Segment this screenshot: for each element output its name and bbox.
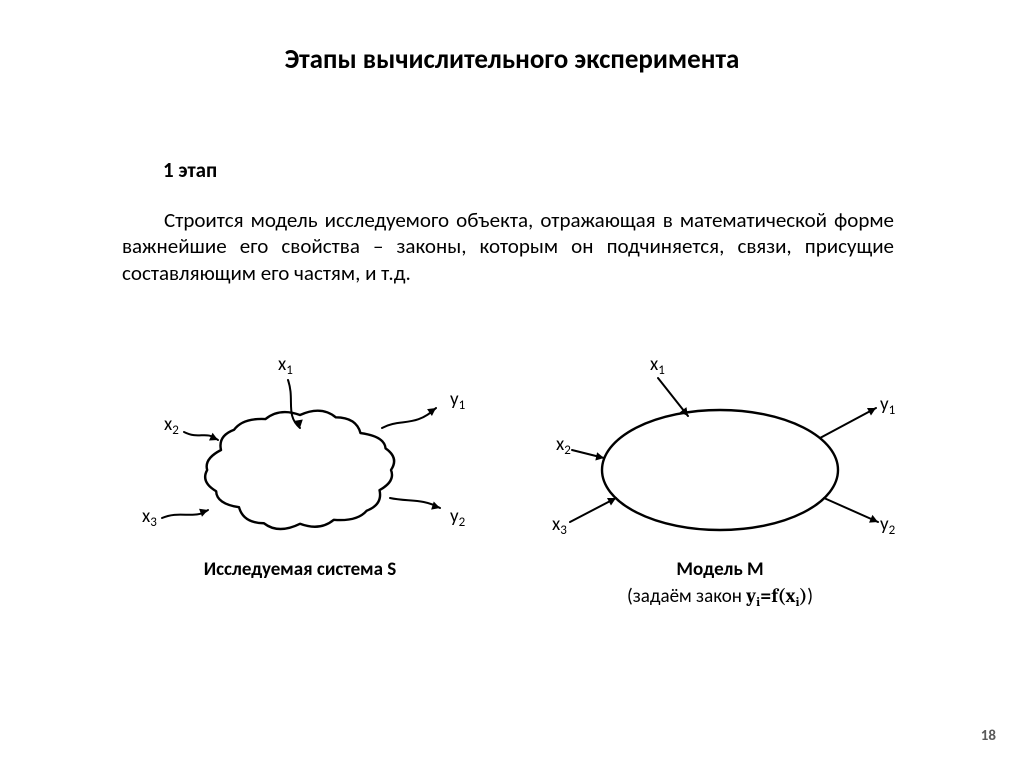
svg-text:y1: y1 [880,393,895,418]
svg-text:y2: y2 [450,505,466,530]
page-title: Этапы вычислительного эксперимента [0,43,1024,76]
svg-text:x1: x1 [278,353,293,378]
page-number: 18 [981,727,996,745]
svg-text:x2: x2 [164,413,179,438]
svg-text:x3: x3 [552,513,567,538]
diagram: x1 x2 x3 y1 y2 x1 x2 x3 y1 y2 Исследуемая система … [100,330,930,660]
svg-text:Исследуемая система S: Исследуемая система S [204,558,397,581]
stage-heading: 1 этап [163,157,217,183]
svg-text:Модель M: Модель M [676,558,763,581]
svg-text:x3: x3 [142,505,157,530]
svg-text:y1: y1 [450,388,465,413]
svg-text:(задаём закон yi=f(xi)): (задаём закон yi=f(xi)) [627,585,813,610]
body-paragraph: Строится модель исследуемого объекта, от… [122,207,894,286]
svg-text:y2: y2 [880,513,896,538]
svg-text:x1: x1 [650,353,665,378]
svg-text:x2: x2 [556,433,571,458]
